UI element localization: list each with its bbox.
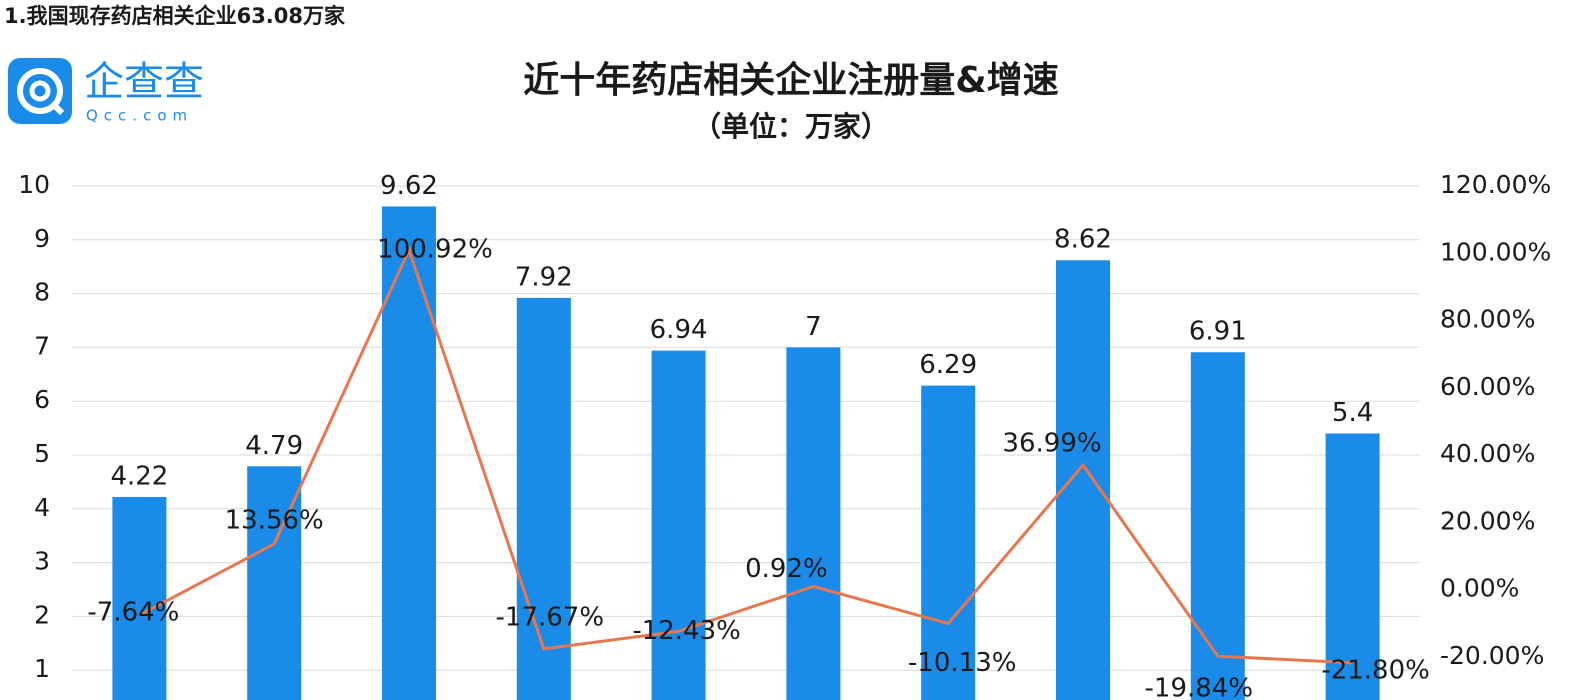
line-value-label: -19.84%: [1145, 674, 1254, 700]
y-tick-label: 10: [18, 170, 50, 199]
y2-tick-label: 100.00%: [1440, 237, 1551, 266]
logo-tail: [49, 100, 65, 116]
line-value-label: -7.64%: [87, 598, 179, 628]
logo-dot: [29, 80, 51, 102]
chart-title: 近十年药店相关企业注册量&增速: [523, 59, 1058, 101]
bar: [1190, 352, 1245, 700]
bar: [382, 206, 436, 700]
y-tick-label: 1: [34, 654, 50, 683]
bar: [651, 350, 706, 700]
y2-tick-label: 40.00%: [1440, 439, 1535, 468]
y-tick-label: 3: [34, 547, 50, 576]
line-value-label: 13.56%: [225, 505, 324, 535]
y2-tick-label: 20.00%: [1440, 506, 1535, 535]
line-value-label: -17.67%: [496, 602, 605, 632]
logo-domain: Qcc.com: [86, 107, 193, 125]
line: [138, 246, 1353, 665]
y-tick-label: 4: [34, 493, 50, 522]
y2-tick-label: 60.00%: [1440, 372, 1535, 401]
y2-tick-label: -20.00%: [1440, 641, 1544, 670]
y2-tick-label: 80.00%: [1440, 305, 1535, 334]
y-tick-label: 7: [34, 331, 50, 360]
bar: [1056, 260, 1110, 700]
line-value-label: 0.92%: [745, 554, 828, 584]
line-value-label: -21.80%: [1321, 655, 1430, 685]
line-value-label: -10.13%: [908, 648, 1017, 678]
bar-value-label: 8.62: [1054, 225, 1112, 255]
line-value-label: 36.99%: [1002, 429, 1101, 459]
bar-value-label: 4.22: [110, 461, 168, 491]
logo-ring: [17, 68, 63, 114]
bar: [112, 496, 167, 700]
logo: 企查查 Qcc.com: [8, 58, 204, 125]
y-tick-label: 9: [34, 224, 50, 253]
y2-tick-label: 0.00%: [1440, 574, 1519, 603]
bar-value-label: 6.91: [1189, 317, 1247, 347]
line-value-label: 100.92%: [377, 235, 493, 265]
y-tick-label: 2: [34, 600, 50, 629]
y2-tick-label: 120.00%: [1440, 170, 1551, 199]
chart-subtitle: （单位：万家）: [693, 110, 889, 143]
y-tick-label: 8: [34, 278, 50, 307]
bar-value-label: 7: [805, 312, 822, 342]
y-tick-label: 6: [34, 385, 50, 414]
bar-value-label: 7.92: [515, 262, 573, 292]
bar-value-label: 4.79: [245, 431, 303, 461]
bar-value-label: 5.4: [1332, 398, 1373, 428]
bar: [921, 385, 976, 700]
logo-name: 企查查: [84, 59, 204, 105]
bar: [516, 297, 571, 700]
bar-value-label: 9.62: [380, 171, 438, 201]
bar: [1325, 433, 1380, 700]
y-tick-label: 5: [34, 439, 50, 468]
bar-value-label: 6.29: [919, 350, 977, 380]
line-value-label: -12.43%: [632, 616, 741, 646]
bar: [786, 347, 841, 700]
heading: 1.我国现存药店相关企业63.08万家: [4, 4, 346, 28]
bar-value-label: 6.94: [650, 315, 708, 345]
